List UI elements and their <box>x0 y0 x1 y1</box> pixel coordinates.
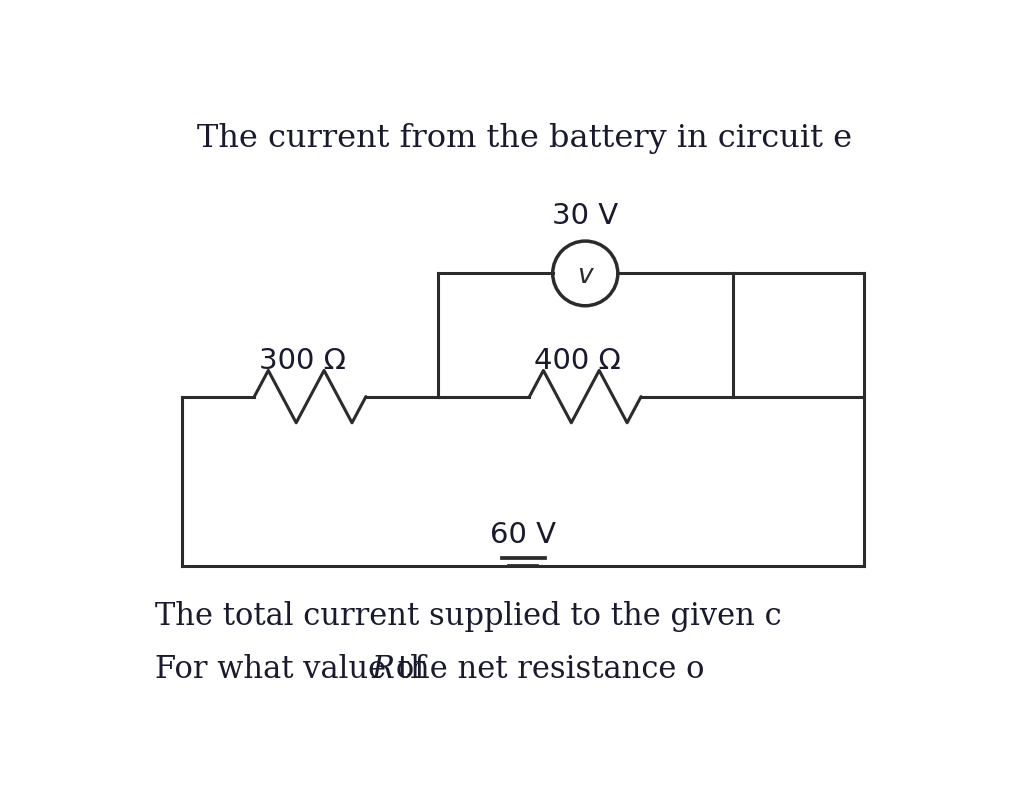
Text: 60 V: 60 V <box>490 521 556 549</box>
Text: 30 V: 30 V <box>552 201 618 230</box>
Text: 300 Ω: 300 Ω <box>259 347 346 375</box>
Text: v: v <box>578 263 593 289</box>
Text: The current from the battery in circuit e: The current from the battery in circuit … <box>198 123 852 155</box>
Text: 400 Ω: 400 Ω <box>535 347 621 375</box>
Text: R: R <box>372 654 394 685</box>
Text: the net resistance o: the net resistance o <box>388 654 705 685</box>
Text: The total current supplied to the given c: The total current supplied to the given … <box>155 600 781 632</box>
Text: For what value of: For what value of <box>155 654 435 685</box>
